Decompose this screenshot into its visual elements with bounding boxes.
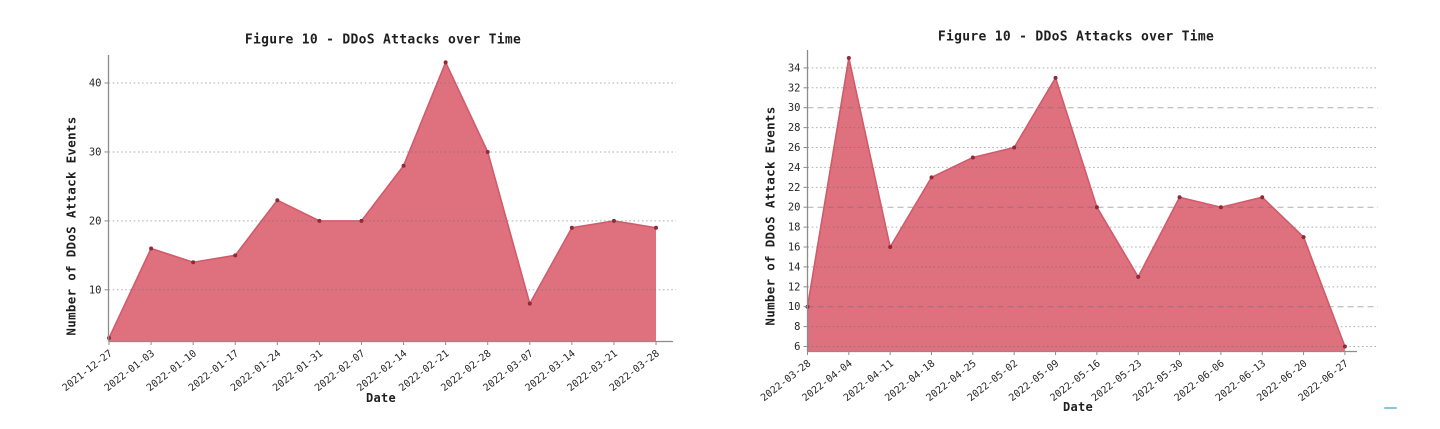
svg-text:24: 24 <box>788 162 801 174</box>
svg-text:20: 20 <box>89 215 102 227</box>
svg-text:40: 40 <box>89 78 102 90</box>
x-axis-label: Date <box>1062 400 1094 414</box>
svg-text:12: 12 <box>788 281 801 293</box>
cyan-dash-mark <box>1384 407 1397 409</box>
svg-text:16: 16 <box>788 242 801 254</box>
area-chart-plot-left: 102030402021-12-272022-01-032022-01-1020… <box>61 55 676 394</box>
svg-text:32: 32 <box>788 82 801 94</box>
svg-text:18: 18 <box>788 222 801 234</box>
chart-title: Figure 10 - DDoS Attacks over Time <box>937 29 1215 45</box>
chart-title: Figure 10 - DDoS Attacks over Time <box>244 32 522 48</box>
svg-text:26: 26 <box>788 142 801 154</box>
svg-text:34: 34 <box>788 62 801 74</box>
svg-text:14: 14 <box>788 261 801 273</box>
svg-text:20: 20 <box>788 202 801 214</box>
x-axis-label: Date <box>365 391 397 405</box>
svg-text:8: 8 <box>794 321 800 333</box>
svg-text:30: 30 <box>788 102 801 114</box>
svg-text:10: 10 <box>89 284 102 296</box>
svg-text:10: 10 <box>788 301 801 313</box>
svg-text:22: 22 <box>788 182 801 194</box>
svg-text:28: 28 <box>788 122 801 134</box>
svg-text:6: 6 <box>794 341 800 353</box>
svg-text:30: 30 <box>89 146 102 158</box>
area-chart-plot-right: 68101214161820222426283032342022-03-2820… <box>759 50 1378 404</box>
